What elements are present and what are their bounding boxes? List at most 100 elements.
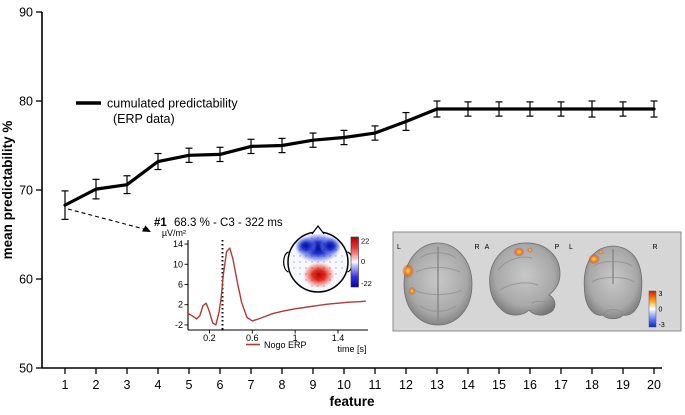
x-tick-label: 17 bbox=[554, 378, 568, 392]
electrode-dot bbox=[299, 261, 301, 263]
electrode-dot bbox=[299, 273, 301, 275]
erp-y-tick-label: 14 bbox=[173, 239, 183, 249]
orientation-label-axial-right: R bbox=[474, 244, 479, 251]
brain-slice-coronal bbox=[583, 245, 643, 320]
electrode-dot bbox=[305, 267, 307, 269]
topo-inset: 22 0 -22 bbox=[283, 225, 372, 293]
electrode-dot bbox=[299, 267, 301, 269]
svg-text:#1 68.3 % - C3 - 322 ms: #1 68.3 % - C3 - 322 ms bbox=[154, 217, 283, 229]
erp-x-tick-label: 1.4 bbox=[332, 333, 345, 343]
sagittal-outline bbox=[489, 242, 561, 316]
erp-y-tick-label: -2 bbox=[175, 320, 183, 330]
brain-colorbar-max: 3 bbox=[659, 291, 663, 298]
electrode-dot bbox=[311, 279, 313, 281]
brain-colorbar-mid: 0 bbox=[659, 307, 663, 314]
x-tick-label: 6 bbox=[217, 378, 224, 392]
x-tick-label: 1 bbox=[62, 378, 69, 392]
annotation-text: 68.3 % - C3 - 322 ms bbox=[174, 217, 283, 229]
cumulated-predictability-line bbox=[63, 107, 656, 207]
electrode-dot bbox=[317, 255, 319, 257]
electrode-dot bbox=[317, 249, 319, 251]
orientation-labels: L R A P L R bbox=[397, 244, 657, 251]
y-tick-label: 90 bbox=[19, 6, 33, 20]
topo-field bbox=[293, 233, 343, 288]
electrode-dot bbox=[311, 255, 313, 257]
brain-colorbar bbox=[648, 290, 657, 328]
electrode-dot bbox=[311, 273, 313, 275]
x-tick-label: 7 bbox=[248, 378, 255, 392]
sagittal-sulci bbox=[497, 256, 552, 307]
electrode-dot bbox=[317, 279, 319, 281]
electrode-dot bbox=[335, 267, 337, 269]
electrode-dot bbox=[317, 243, 319, 245]
electrode-dot bbox=[311, 249, 313, 251]
coronal-activation-blob-2 bbox=[598, 249, 604, 255]
orientation-label-axial-left: L bbox=[397, 244, 401, 251]
electrode-dot bbox=[311, 285, 313, 287]
x-tick-label: 14 bbox=[461, 378, 475, 392]
topo-nose bbox=[311, 225, 325, 235]
electrode-dot bbox=[317, 267, 319, 269]
electrode-dot bbox=[305, 279, 307, 281]
electrode-dot-group bbox=[293, 237, 343, 287]
topo-colorbar bbox=[350, 236, 359, 288]
y-tick-label: 60 bbox=[19, 273, 33, 287]
electrode-dot bbox=[329, 267, 331, 269]
erp-x-tick-label: 0.2 bbox=[203, 333, 216, 343]
electrode-dot bbox=[329, 255, 331, 257]
electrode-dot bbox=[323, 267, 325, 269]
electrode-dot bbox=[335, 255, 337, 257]
electrode-dot bbox=[299, 249, 301, 251]
x-tick-label: 9 bbox=[310, 378, 317, 392]
axial-sulci bbox=[413, 252, 463, 312]
electrode-dot bbox=[329, 249, 331, 251]
electrode-dot bbox=[323, 249, 325, 251]
erp-inset: 14 10 6 2 -2 0.2 0.6 1 1.4 µV/m² time [s] Nogo … bbox=[162, 228, 368, 354]
erp-y-tick-label: 10 bbox=[173, 259, 183, 269]
electrode-dot bbox=[323, 261, 325, 263]
axial-activation-blob-2 bbox=[408, 287, 416, 295]
x-tick-label: 19 bbox=[616, 378, 630, 392]
annotation-rank: #1 bbox=[154, 217, 167, 229]
electrode-dot bbox=[293, 267, 295, 269]
x-tick-label: 13 bbox=[430, 378, 444, 392]
y-axis-title: mean predictability % bbox=[0, 121, 15, 260]
topo-negative-lobe-right bbox=[319, 237, 341, 255]
coronal-sulci bbox=[591, 261, 635, 315]
annotation-arrow-head bbox=[142, 225, 151, 232]
x-tick-label: 5 bbox=[186, 378, 193, 392]
orientation-label-sagittal-anterior: A bbox=[485, 244, 490, 251]
electrode-dot bbox=[311, 243, 313, 245]
erp-y-tick-group: 14 10 6 2 -2 bbox=[173, 239, 188, 330]
topo-colorbar-max: 22 bbox=[361, 237, 369, 246]
brain-slice-axial bbox=[402, 242, 473, 326]
topo-colorbar-mid: 0 bbox=[361, 257, 365, 266]
electrode-dot bbox=[317, 273, 319, 275]
electrode-dot bbox=[305, 243, 307, 245]
erp-y-tick-label: 6 bbox=[178, 279, 183, 289]
x-tick-label: 10 bbox=[337, 378, 351, 392]
electrode-dot bbox=[341, 267, 343, 269]
x-tick-label: 15 bbox=[492, 378, 506, 392]
electrode-dot bbox=[335, 249, 337, 251]
annotation-arrow-line bbox=[67, 208, 145, 230]
erp-x-axis-title: time [s] bbox=[337, 344, 366, 354]
electrode-dot bbox=[323, 273, 325, 275]
orientation-label-sagittal-posterior: P bbox=[555, 244, 560, 251]
electrode-dot bbox=[311, 267, 313, 269]
brain-inset: L R A P L R 3 0 -3 bbox=[392, 231, 682, 332]
x-tick-label: 16 bbox=[523, 378, 537, 392]
x-tick-label: 3 bbox=[124, 378, 131, 392]
legend-label-line1: cumulated predictability bbox=[107, 97, 238, 111]
electrode-dot bbox=[341, 261, 343, 263]
x-tick-group: 1 2 3 4 5 6 7 8 9 10 11 12 13 14 15 16 17 18 19 20 bbox=[62, 368, 661, 392]
electrode-dot bbox=[305, 249, 307, 251]
coronal-activation-blob bbox=[588, 254, 600, 264]
electrode-dot bbox=[311, 237, 313, 239]
erp-y-tick-label: 2 bbox=[178, 300, 183, 310]
electrode-dot bbox=[311, 261, 313, 263]
electrode-dot bbox=[305, 273, 307, 275]
sagittal-activation-blob-2 bbox=[527, 247, 533, 253]
nogo-erp-line bbox=[187, 247, 366, 326]
